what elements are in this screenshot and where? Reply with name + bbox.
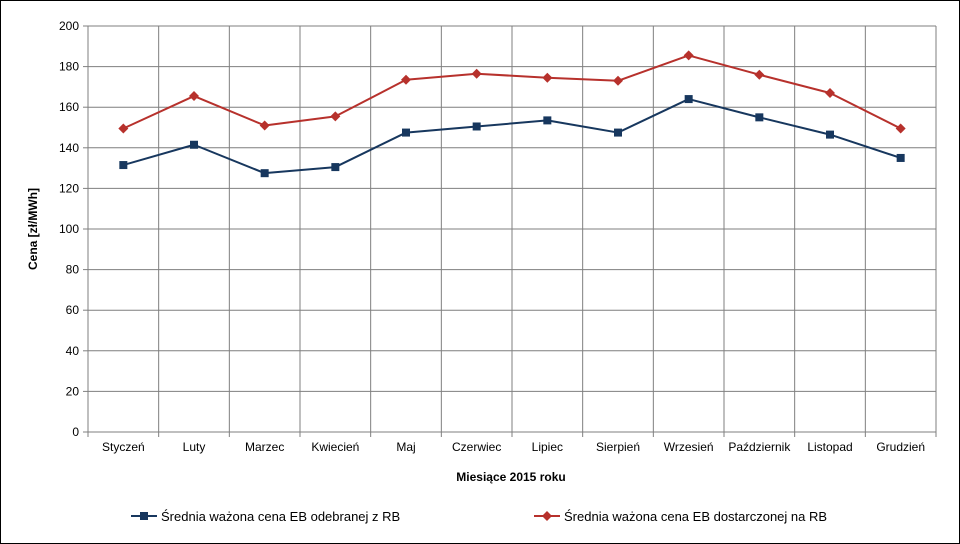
data-point (402, 128, 410, 137)
y-tick-label: 200 (59, 19, 79, 33)
x-axis-ticks: Styczeń Luty Marzec Kwiecień Maj Czerwiec Lipi… (87, 432, 937, 454)
y-tick-label: 60 (66, 303, 80, 317)
data-point (683, 50, 694, 61)
y-tick-label: 20 (66, 384, 80, 398)
grid-lines (88, 25, 937, 432)
y-tick-label: 160 (59, 100, 79, 114)
x-tick-label: Kwiecień (311, 440, 359, 454)
x-tick-label: Grudzień (876, 440, 925, 454)
x-axis-title: Miesiące 2015 roku (456, 470, 565, 484)
data-point (119, 161, 128, 170)
legend-label: Średnia ważona cena EB dostarczonej na R… (564, 509, 827, 524)
data-point (331, 163, 340, 172)
data-point (118, 123, 129, 134)
data-point (895, 123, 906, 134)
x-tick-label: Październik (728, 440, 791, 454)
series-2 (118, 50, 906, 134)
y-tick-label: 180 (59, 60, 79, 74)
data-point (614, 128, 622, 137)
data-point (684, 95, 693, 104)
data-point (401, 74, 411, 85)
data-point (472, 122, 481, 131)
legend-entry: Średnia ważona cena EB dostarczonej na R… (534, 509, 827, 524)
data-point (896, 153, 905, 162)
x-tick-label: Luty (183, 440, 206, 454)
data-point (755, 113, 764, 122)
data-point (542, 72, 553, 83)
series-layer (118, 50, 906, 178)
x-tick-label: Listopad (807, 440, 852, 454)
y-tick-label: 100 (59, 222, 79, 236)
data-point (825, 87, 835, 98)
x-tick-label: Maj (396, 440, 415, 454)
legend-marker (542, 511, 552, 521)
series-1 (119, 95, 905, 178)
x-tick-label: Czerwiec (452, 440, 501, 454)
x-tick-label: Styczeń (102, 440, 145, 454)
x-tick-label: Wrzesień (664, 440, 714, 454)
legend-label: Średnia ważona cena EB odebranej z RB (161, 509, 400, 524)
y-tick-label: 40 (66, 344, 80, 358)
data-point (260, 169, 269, 178)
data-point (613, 75, 623, 86)
x-tick-label: Marzec (245, 440, 284, 454)
y-tick-label: 140 (59, 141, 79, 155)
y-axis-title: Cena [zł/MWh] (26, 188, 40, 270)
x-tick-label: Lipiec (532, 440, 563, 454)
legend: Średnia ważona cena EB odebranej z RB Śre… (131, 509, 827, 524)
data-point (189, 91, 199, 102)
series-line (123, 98, 901, 175)
y-tick-label: 120 (59, 181, 79, 195)
legend-marker (140, 512, 148, 520)
y-tick-label: 80 (66, 263, 80, 277)
legend-entry: Średnia ważona cena EB odebranej z RB (131, 509, 400, 524)
data-point (259, 120, 270, 131)
y-tick-label: 0 (72, 425, 79, 439)
data-point (543, 116, 552, 125)
data-point (330, 111, 341, 122)
data-point (471, 68, 482, 79)
data-point (826, 130, 834, 139)
data-point (754, 69, 765, 80)
y-axis-ticks: 0 20 40 60 80 100 120 140 160 180 200 (59, 19, 88, 439)
x-tick-label: Sierpień (596, 440, 640, 454)
series-line (122, 54, 902, 130)
data-point (190, 140, 198, 149)
